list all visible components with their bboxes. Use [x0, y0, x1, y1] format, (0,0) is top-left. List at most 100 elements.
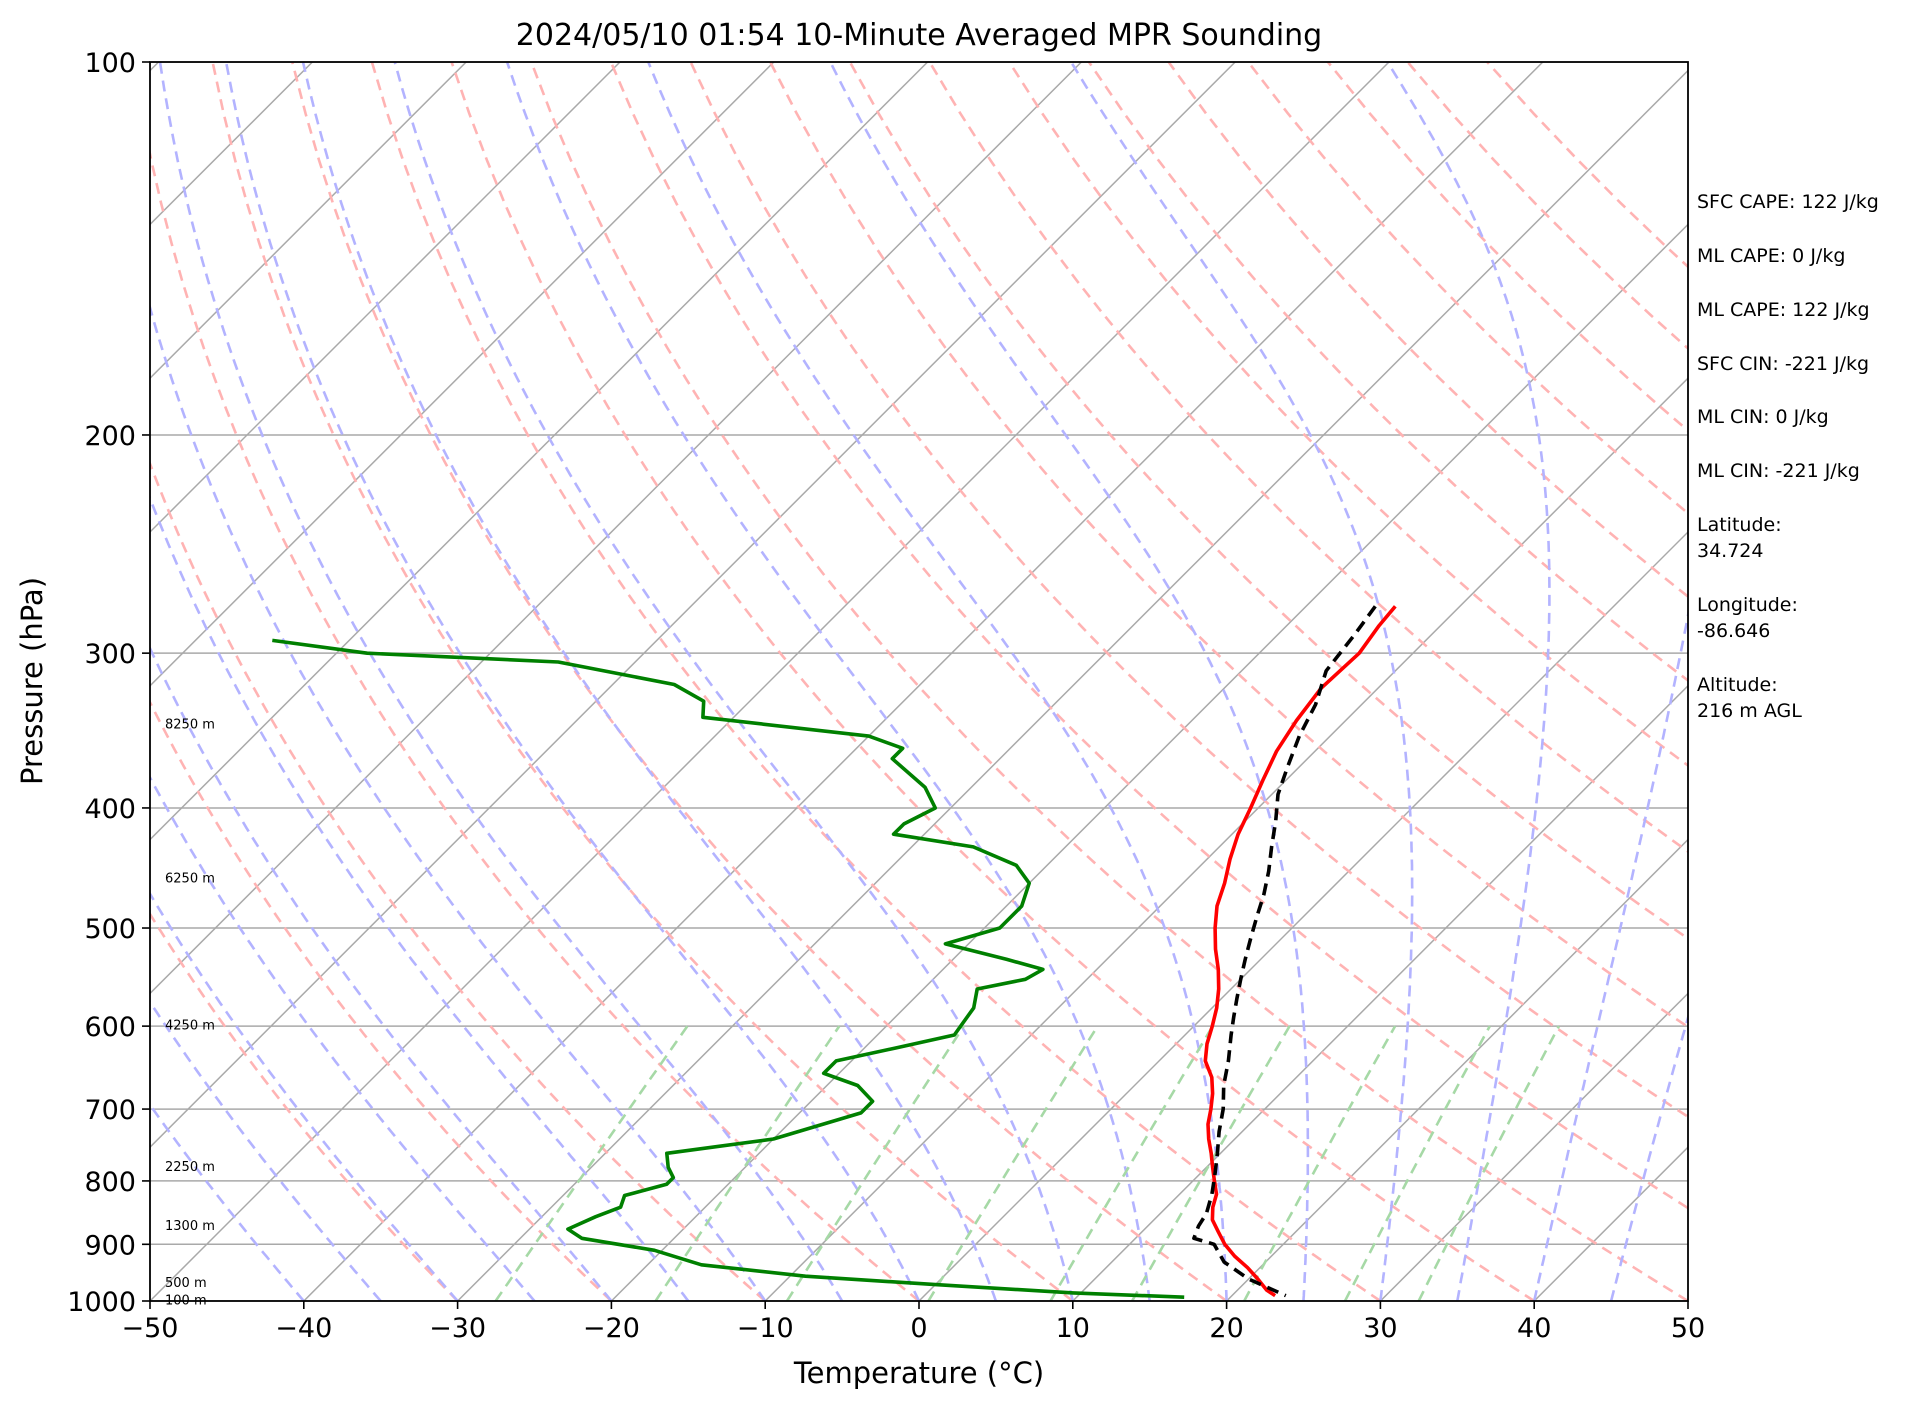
stat-ml-cin: ML CIN: 0 J/kg — [1697, 406, 1829, 428]
mixing-ratio-line — [785, 1025, 965, 1301]
x-axis-label: Temperature (°C) — [793, 1356, 1044, 1390]
stat-longitude-label: Longitude: — [1697, 594, 1798, 616]
stat-sfc-cin: SFC CIN: -221 J/kg — [1697, 353, 1869, 375]
isotherm-line — [918, 530, 1688, 1301]
y-tick-label: 200 — [84, 421, 136, 452]
moist-adiabat-line — [158, 62, 844, 1301]
height-label: 4250 m — [165, 1018, 215, 1033]
moist-adiabat-line — [150, 1102, 305, 1301]
dry-adiabat-line — [928, 62, 1688, 854]
stat-latitude-label: Latitude: — [1697, 514, 1782, 536]
isotherm-line — [457, 69, 1688, 1301]
isotherm-line — [150, 62, 929, 841]
x-tick-label: 0 — [910, 1313, 927, 1344]
x-tick-label: −50 — [122, 1313, 179, 1344]
dry-adiabat-line — [689, 62, 1688, 1119]
height-label: 2250 m — [165, 1160, 215, 1175]
y-tick-label: 800 — [84, 1167, 136, 1198]
mixing-ratio-line — [654, 1025, 841, 1301]
y-axis-ticks: 1000 900 800 700 600 500 400 300 200 100 — [67, 48, 150, 1318]
stat-longitude-value: -86.646 — [1697, 620, 1770, 642]
moist-adiabat-line — [505, 62, 1151, 1301]
temperature-profile-line — [1203, 605, 1397, 1298]
moist-adiabat-line — [1532, 608, 1688, 1301]
moist-adiabat-line — [150, 494, 690, 1301]
height-labels: 8250 m 6250 m 4250 m 2250 m 1300 m 500 m 100 m — [165, 718, 215, 1309]
dry-adiabat-line — [769, 62, 1688, 1029]
stat-altitude-value: 216 m AGL — [1697, 700, 1802, 722]
data-series — [272, 605, 1397, 1299]
moist-adiabat-line — [150, 645, 613, 1301]
stat-ml-cin-2: ML CIN: -221 J/kg — [1697, 460, 1860, 482]
height-label: 6250 m — [165, 871, 215, 886]
moist-adiabat-line — [224, 62, 921, 1301]
dewpoint-profile-line — [272, 638, 1185, 1299]
x-tick-label: 20 — [1209, 1313, 1243, 1344]
dry-adiabat-line — [150, 460, 767, 1301]
x-tick-label: 10 — [1056, 1313, 1090, 1344]
dry-adiabat-line — [848, 62, 1688, 941]
moist-adiabat-line — [1609, 1013, 1688, 1301]
x-tick-label: 50 — [1671, 1313, 1705, 1344]
plot-frame — [149, 61, 1689, 1302]
stats-panel: SFC CAPE: 122 J/kg ML CAPE: 0 J/kg ML CA… — [1697, 191, 1879, 722]
height-label: 1300 m — [165, 1219, 215, 1234]
y-tick-label: 300 — [84, 639, 136, 670]
dry-adiabat-line — [1087, 62, 1688, 683]
mixing-ratio-line — [1417, 1025, 1561, 1301]
x-tick-label: −40 — [275, 1313, 332, 1344]
isotherm-line — [303, 62, 1544, 1301]
dry-adiabat-line — [150, 911, 459, 1301]
y-tick-label: 700 — [84, 1095, 136, 1126]
x-tick-label: 30 — [1363, 1313, 1397, 1344]
y-tick-label: 100 — [84, 48, 136, 79]
stat-latitude-value: 34.724 — [1697, 540, 1763, 562]
mixing-ratio-line — [1049, 1025, 1214, 1301]
y-tick-label: 400 — [84, 794, 136, 825]
y-axis-label: Pressure (hPa) — [15, 577, 49, 785]
height-label: 8250 m — [165, 718, 215, 733]
isotherm-line — [0, 62, 5, 1301]
y-tick-label: 900 — [84, 1230, 136, 1261]
stat-sfc-cape: SFC CAPE: 122 J/kg — [1697, 191, 1879, 213]
dry-adiabat-line — [150, 147, 920, 1301]
background-lines — [0, 62, 1688, 1301]
dry-adiabat-line — [211, 62, 1074, 1301]
chart-title: 2024/05/10 01:54 10-Minute Averaged MPR … — [516, 18, 1322, 53]
x-tick-label: −10 — [737, 1313, 794, 1344]
y-tick-label: 600 — [84, 1012, 136, 1043]
dry-adiabat-line — [370, 62, 1382, 1301]
moist-adiabat-line — [647, 62, 1228, 1301]
dry-adiabat-line — [450, 62, 1535, 1301]
isotherm-line — [764, 377, 1688, 1301]
x-axis-ticks: −50 −40 −30 −20 −10 0 10 20 30 40 50 — [122, 1301, 1705, 1344]
isotherm-line — [1072, 684, 1688, 1301]
height-label: 500 m — [165, 1276, 207, 1291]
isotherm-line — [610, 223, 1688, 1301]
parcel-profile-line — [1192, 605, 1377, 1298]
isotherm-line — [1226, 838, 1688, 1301]
dry-adiabat-line — [291, 62, 1228, 1301]
moist-adiabat-line — [393, 62, 1075, 1301]
mixing-ratio-line — [1130, 1025, 1291, 1301]
isotherm-line — [150, 62, 1390, 1301]
dry-adiabat-line — [530, 62, 1688, 1301]
stat-ml-cape: ML CAPE: 0 J/kg — [1697, 245, 1845, 267]
isotherm-line — [150, 62, 1236, 1149]
moist-adiabat-line — [1069, 62, 1414, 1301]
mixing-ratio-line — [1343, 1025, 1491, 1301]
moist-adiabat-line — [1386, 62, 1551, 1301]
moist-adiabat-line — [150, 999, 382, 1301]
mixing-ratio-line — [927, 1025, 1099, 1301]
isotherm-line — [1379, 992, 1688, 1301]
y-tick-label: 1000 — [67, 1287, 136, 1318]
x-tick-label: −30 — [429, 1313, 486, 1344]
isotherm-line — [150, 62, 775, 687]
isotherm-line — [150, 62, 621, 534]
dry-adiabat-line — [609, 62, 1688, 1210]
mixing-ratio-line — [494, 1025, 689, 1301]
mixing-ratio-line — [1243, 1025, 1397, 1301]
stat-altitude-label: Altitude: — [1697, 674, 1778, 696]
isotherm-line — [150, 62, 467, 380]
